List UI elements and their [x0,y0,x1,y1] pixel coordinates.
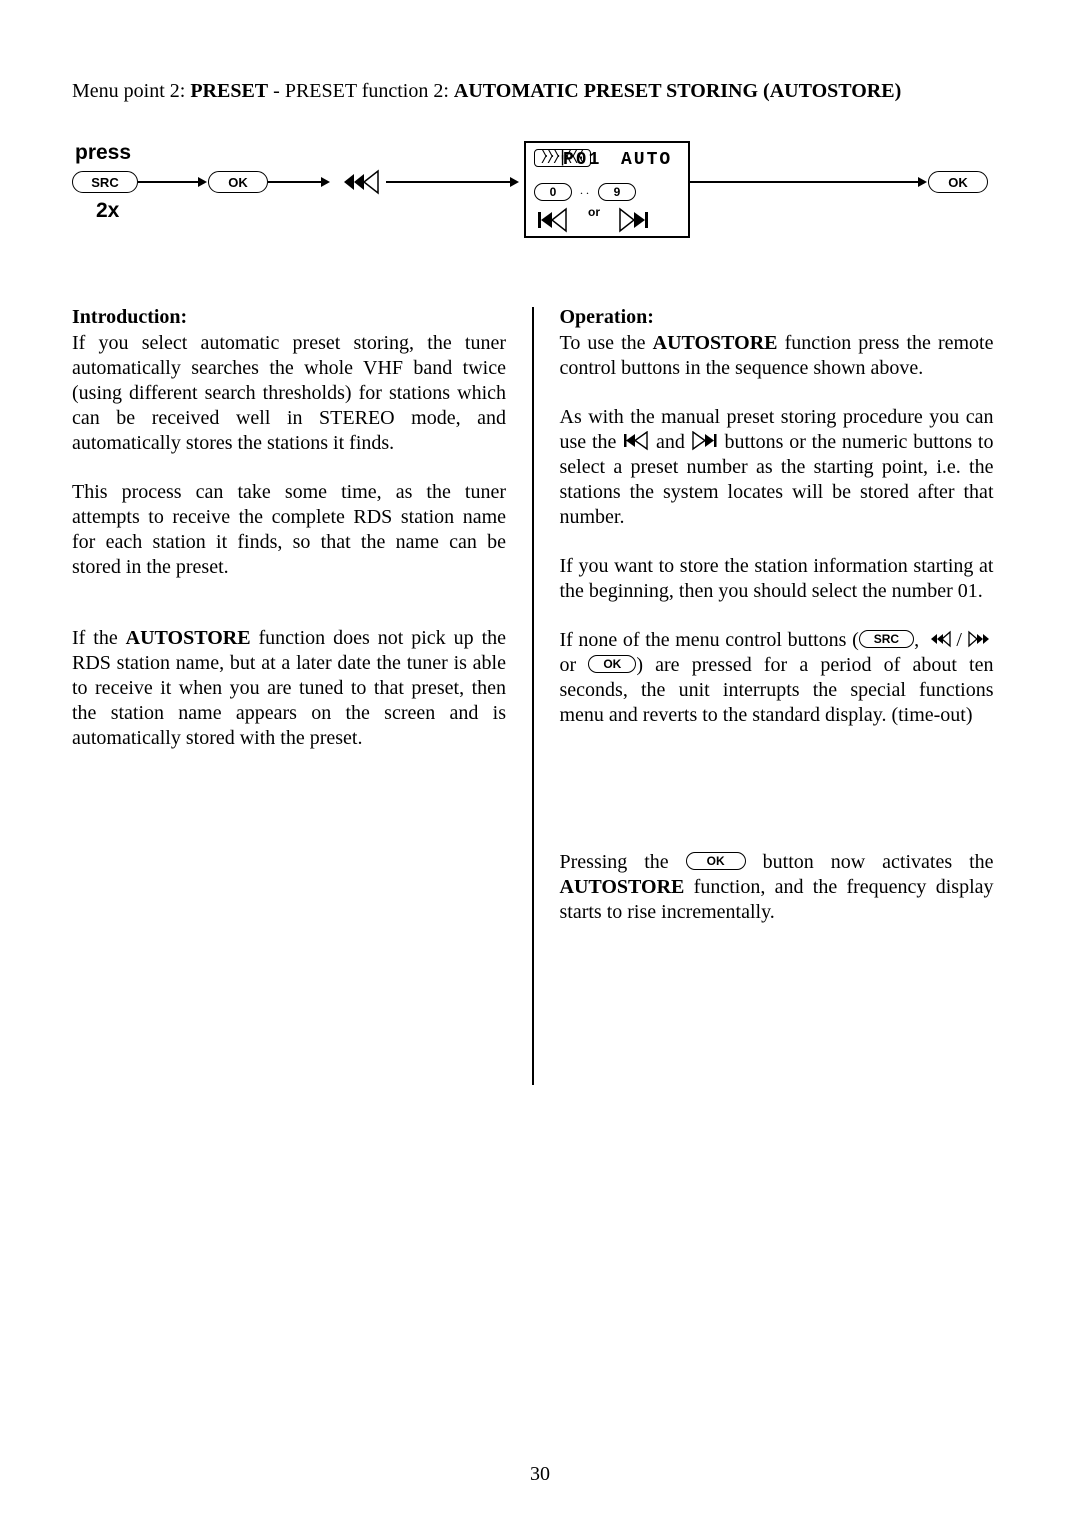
skip-prev-icon [622,431,650,451]
autostore-word: AUTOSTORE [560,876,685,898]
text: and [650,431,690,453]
skip-next-icon [691,431,719,451]
dots: . . [580,183,589,198]
arrow-head-icon [198,177,207,187]
display-panel: \\\|//////|\\\ P01 AUTO 0 . . 9 or [524,141,690,238]
src-button-inline: SRC [859,630,914,648]
title-bold1: PRESET [190,80,268,102]
op-p4: If none of the menu control buttons (SRC… [560,628,994,728]
page-number: 30 [0,1463,1080,1486]
num-9-button[interactable]: 9 [598,183,636,201]
intro-heading: Introduction: [72,305,506,330]
text: Pressing the [560,851,686,873]
press-label: press [75,141,131,165]
src-button[interactable]: SRC [72,171,138,193]
ok-button-inline: OK [686,852,746,870]
title-mid: - PRESET function 2: [268,80,454,102]
op-p3: If you want to store the station informa… [560,554,994,604]
text: , [914,629,925,651]
lcd-display: \\\|//////|\\\ P01 AUTO [534,149,591,167]
lcd-preset: P01 [563,150,601,170]
autostore-word: AUTOSTORE [126,627,251,649]
op-p1: To use the AUTOSTORE function press the … [560,331,994,381]
text: or [560,654,589,676]
text: If the [72,627,126,649]
arrow-line [138,181,200,183]
ok-button-inline: OK [588,655,636,673]
arrow-line [690,181,920,183]
arrow-head-icon [321,177,330,187]
spacer [560,752,994,850]
lcd-auto: AUTO [621,150,672,170]
forward-icon [968,630,994,648]
text: To use the [560,332,653,354]
or-label: or [588,205,600,219]
right-column: Operation: To use the AUTOSTORE function… [534,305,994,1085]
arrow-head-icon [918,177,927,187]
autostore-word: AUTOSTORE [653,332,778,354]
rewind-skip-icon[interactable] [334,167,384,197]
operation-heading: Operation: [560,305,994,330]
rewind-icon [925,630,951,648]
intro-p3: If the AUTOSTORE function does not pick … [72,626,506,751]
text: button now activates the [746,851,994,873]
intro-p1: If you select automatic preset storing, … [72,331,506,456]
skip-prev-icon[interactable] [532,207,572,233]
arrow-head-icon [510,177,519,187]
ok-button[interactable]: OK [928,171,988,193]
arrow-line [386,181,512,183]
intro-p2: This process can take some time, as the … [72,480,506,580]
arrow-line [268,181,323,183]
twox-label: 2x [96,199,119,223]
text: / [951,629,968,651]
sequence-diagram: press 2x SRC OK \\\|//////|\\\ P01 AUTO … [72,141,1008,271]
text: If none of the menu control buttons ( [560,629,859,651]
op-p5: Pressing the OK button now activates the… [560,850,994,925]
ok-button[interactable]: OK [208,171,268,193]
content-columns: Introduction: If you select automatic pr… [72,305,1008,1085]
title-bold2: AUTOMATIC PRESET STORING (AUTOSTORE) [454,80,901,102]
title-prefix: Menu point 2: [72,80,190,102]
menu-title: Menu point 2: PRESET - PRESET function 2… [72,80,1008,103]
skip-next-icon[interactable] [616,207,656,233]
num-0-button[interactable]: 0 [534,183,572,201]
op-p2: As with the manual preset storing proced… [560,405,994,530]
left-column: Introduction: If you select automatic pr… [72,305,532,1085]
